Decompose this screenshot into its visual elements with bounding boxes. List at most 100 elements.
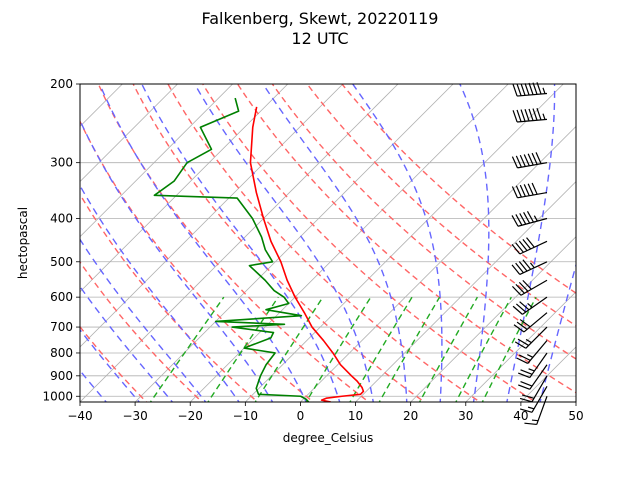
- wind-barb-staff: [517, 118, 548, 123]
- isotherm-gridline: [300, 125, 576, 402]
- wind-barb-flag: [532, 108, 538, 121]
- dry-adiabat: [236, 84, 576, 394]
- isotherm-gridline: [631, 84, 640, 402]
- y-tick-label: 900: [50, 369, 73, 383]
- wind-barb: [512, 296, 548, 315]
- wind-barb-half-flag: [542, 113, 546, 120]
- wind-barb-flag: [518, 261, 528, 272]
- moist-adiabat: [80, 118, 274, 402]
- wind-barb-half-flag: [533, 215, 538, 222]
- isotherm-gridline: [245, 84, 564, 402]
- moist-adiabat: [506, 84, 556, 402]
- isotherm-gridline: [134, 84, 454, 402]
- wind-barb-flag: [516, 321, 528, 330]
- moist-adiabat: [193, 84, 374, 402]
- temperature-profile: [249, 106, 365, 402]
- wind-barb-flag: [535, 152, 542, 164]
- x-tick-label: 40: [513, 409, 528, 423]
- y-axis-label: hectopascal: [16, 207, 30, 279]
- wind-barb-flag: [518, 384, 531, 390]
- wind-barb-staff: [517, 92, 548, 97]
- wind-barbs: [511, 82, 548, 426]
- wind-barb: [513, 312, 548, 333]
- dry-adiabat: [167, 84, 482, 402]
- moist-adiabat: [539, 262, 576, 402]
- moist-adiabat: [98, 84, 307, 402]
- isotherm-gridline: [520, 346, 576, 402]
- wind-barb-flag: [518, 240, 528, 252]
- moist-adiabat: [262, 84, 408, 402]
- wind-barb-flag: [524, 109, 530, 122]
- isotherm-gridline: [80, 84, 399, 402]
- wind-barb-staff: [519, 240, 548, 255]
- wind-barb-flag: [520, 369, 533, 375]
- x-tick-label: −20: [178, 409, 203, 423]
- y-tick-label: 600: [50, 290, 73, 304]
- x-tick-label: −30: [122, 409, 147, 423]
- wind-barb-flag: [516, 109, 522, 122]
- wind-barb-flag: [522, 259, 532, 270]
- wind-barb-flag: [519, 408, 533, 413]
- y-tick-label: 200: [50, 77, 73, 91]
- moist-adiabat: [80, 328, 141, 402]
- wind-barb-flag: [524, 83, 530, 96]
- x-tick-label: 50: [568, 409, 583, 423]
- wind-barb-staff: [525, 326, 548, 349]
- x-tick-label: −40: [67, 409, 92, 423]
- wind-barb-flag: [518, 281, 529, 292]
- isotherm-gridline: [0, 84, 12, 402]
- isotherm-gridline: [410, 236, 576, 402]
- mixing-ratio-line: [254, 296, 324, 402]
- wind-barb-flag: [523, 154, 530, 167]
- y-tick-label: 800: [50, 346, 73, 360]
- chart-title: Falkenberg, Skewt, 20220119: [202, 9, 439, 28]
- mixing-ratio-line: [455, 296, 512, 402]
- wind-barb-half-flag: [528, 368, 535, 372]
- isotherm-gridline: [465, 291, 576, 402]
- wind-barb-flag: [512, 305, 523, 315]
- wind-barb-flag: [513, 324, 525, 333]
- wind-barb-flag: [520, 381, 533, 387]
- wind-barb-flag: [528, 108, 534, 121]
- dry-adiabat: [80, 325, 148, 402]
- wind-barb-flag: [518, 372, 531, 379]
- wind-barb-flag: [527, 183, 534, 196]
- x-tick-label: 10: [348, 409, 363, 423]
- wind-barb-staff: [522, 296, 548, 315]
- wind-barb-staff: [529, 352, 548, 378]
- isotherm-gridline: [80, 84, 344, 348]
- dewpoint-profile: [153, 97, 310, 402]
- wind-barb-flag: [515, 283, 525, 294]
- wind-barb-flag: [536, 108, 542, 121]
- wind-barb-flag: [522, 238, 532, 250]
- mixing-ratio-line: [207, 296, 279, 402]
- wind-barb-flag: [515, 303, 527, 313]
- wind-barb: [519, 386, 548, 413]
- dry-adiabat: [80, 119, 315, 402]
- wind-barb: [524, 396, 548, 426]
- wind-barb-flag: [516, 357, 528, 364]
- wind-barb-staff: [520, 279, 548, 296]
- wind-barb: [519, 375, 548, 403]
- wind-barb: [512, 108, 548, 123]
- chart-subtitle: 12 UTC: [291, 29, 348, 48]
- wind-barb-flag: [519, 154, 526, 167]
- isotherm-gridline: [80, 84, 178, 183]
- wind-barb-half-flag: [527, 406, 535, 410]
- wind-barb-flag: [511, 215, 519, 227]
- wind-barb-flag: [517, 338, 529, 346]
- wind-barb-flag: [511, 244, 521, 255]
- wind-barb-flag: [519, 301, 530, 311]
- wind-barb-staff: [519, 261, 548, 276]
- wind-barb: [518, 364, 548, 390]
- wind-barb-flag: [521, 394, 535, 399]
- y-tick-label: 500: [50, 255, 73, 269]
- dry-adiabat: [80, 260, 204, 402]
- wind-barb: [511, 259, 548, 276]
- wind-barb: [516, 340, 548, 364]
- y-tick-label: 1000: [42, 389, 73, 403]
- wind-barb-flag: [512, 84, 518, 97]
- wind-barb-flag: [515, 155, 522, 168]
- wind-barb-flag: [528, 82, 534, 95]
- wind-barb-staff: [517, 217, 548, 227]
